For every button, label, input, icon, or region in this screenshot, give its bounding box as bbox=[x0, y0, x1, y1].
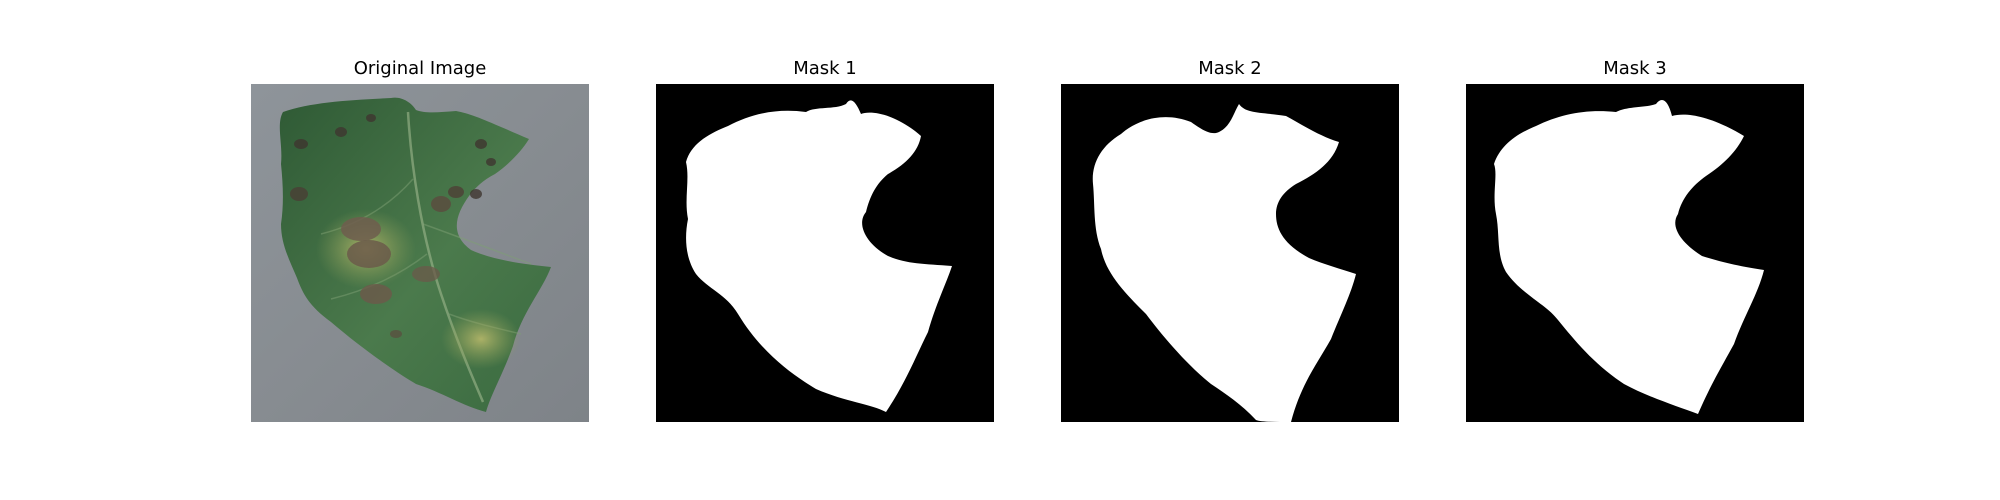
lesion-spot bbox=[290, 187, 308, 201]
lesion-spot bbox=[448, 186, 464, 198]
mask-1-shape bbox=[686, 100, 952, 412]
mask-1-svg bbox=[656, 84, 994, 422]
mask-3-image bbox=[1466, 84, 1804, 422]
original-leaf-photo bbox=[251, 84, 589, 422]
lesion-spot bbox=[335, 127, 347, 137]
leaf-midrib bbox=[406, 111, 485, 403]
lesion-spot bbox=[486, 158, 496, 166]
mask-3-shape bbox=[1494, 100, 1764, 414]
lesion-spot bbox=[390, 330, 402, 338]
mask-3-svg bbox=[1466, 84, 1804, 422]
lesion-spot bbox=[360, 284, 392, 304]
yellow-patch bbox=[441, 309, 521, 369]
mask-2-image bbox=[1061, 84, 1399, 422]
leaf-vein bbox=[422, 223, 532, 265]
lesion-spot bbox=[347, 240, 391, 268]
mask-1-image bbox=[656, 84, 994, 422]
mask-2-shape bbox=[1092, 104, 1356, 422]
panel-mask-3: Mask 3 bbox=[1466, 0, 1804, 500]
lesion-spot bbox=[431, 196, 451, 212]
mask-2-svg bbox=[1061, 84, 1399, 422]
panel-title: Mask 1 bbox=[793, 58, 857, 79]
lesion-spot bbox=[366, 114, 376, 122]
panel-mask-2: Mask 2 bbox=[1061, 0, 1399, 500]
lesion-spot bbox=[475, 139, 487, 149]
panel-title: Original Image bbox=[353, 58, 487, 79]
panel-title: Mask 3 bbox=[1603, 58, 1667, 79]
panel-title: Mask 2 bbox=[1198, 58, 1262, 79]
lesion-spot bbox=[470, 189, 482, 199]
lesion-spot bbox=[294, 139, 308, 149]
panel-original-image: Original Image bbox=[251, 0, 589, 500]
lesion-spot bbox=[341, 217, 381, 241]
panel-mask-1: Mask 1 bbox=[656, 0, 994, 500]
leaf-photo-svg bbox=[251, 84, 589, 422]
lesion-spot bbox=[412, 266, 440, 282]
